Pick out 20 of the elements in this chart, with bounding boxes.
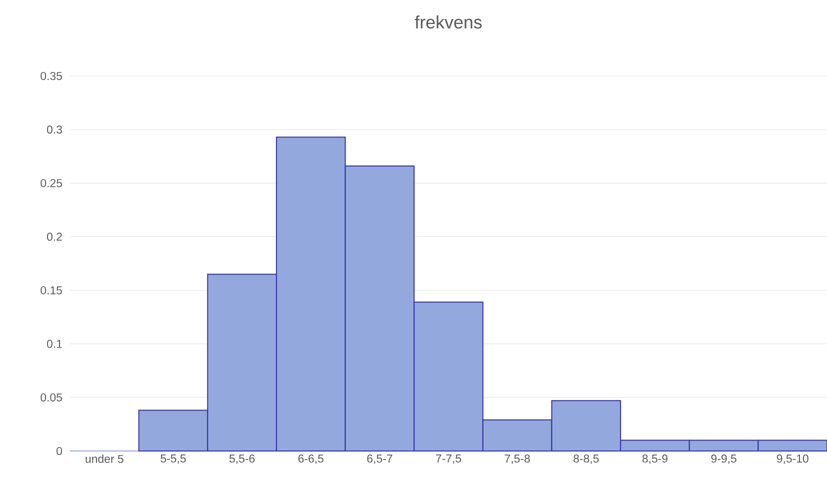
y-tick-label: 0.3 <box>47 126 62 134</box>
y-tick-label: 0 <box>56 446 62 456</box>
y-tick-label: 0.1 <box>47 340 62 348</box>
x-tick-label: 7-7,5 <box>436 454 462 464</box>
x-tick-label: 9-9,5 <box>711 454 736 464</box>
x-tick-label: under 5 <box>86 454 124 463</box>
x-tick-label: 8,5-9 <box>642 454 668 464</box>
x-tick-label: 5-5,5 <box>160 454 186 464</box>
x-tick-label: 6,5-7 <box>367 454 392 464</box>
x-tick-label: 6-6,5 <box>298 454 324 464</box>
x-tick-label: 5,5-6 <box>229 454 255 464</box>
x-tick-label: 8-8,5 <box>574 454 599 464</box>
y-tick-label: 0.35 <box>40 72 62 80</box>
x-tick-label: 9,5-10 <box>776 454 808 464</box>
y-tick-label: 0.15 <box>40 286 62 294</box>
y-tick-label: 0.2 <box>47 232 62 241</box>
x-tick-label: 7,5-8 <box>504 454 530 464</box>
y-tick-label: 0.05 <box>40 393 62 402</box>
chart-title: frekvens <box>414 15 482 29</box>
y-tick-label: 0.25 <box>40 179 62 188</box>
